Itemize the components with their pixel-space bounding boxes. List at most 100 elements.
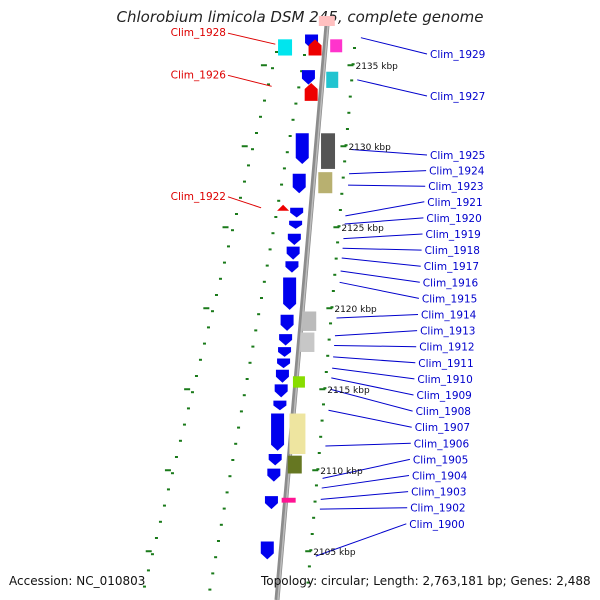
gene-label-plus: Clim_1921 — [427, 197, 482, 209]
leader-line — [341, 257, 421, 267]
tick-dot — [154, 537, 158, 539]
gene-label-plus: Clim_1919 — [426, 229, 481, 241]
gene-label-plus: Clim_1927 — [430, 91, 485, 103]
tick-dot — [341, 176, 345, 179]
gene-label-plus: Clim_1905 — [413, 454, 468, 466]
tick-dot — [242, 394, 246, 397]
leader-line — [345, 201, 425, 217]
tick-dot — [206, 326, 210, 329]
kbp-tick-outer — [222, 226, 229, 229]
tick-dot — [294, 102, 298, 105]
tick-dot — [313, 500, 317, 503]
tick-dot — [288, 135, 292, 137]
gene-label-plus: Clim_1900 — [409, 519, 464, 531]
feature-block — [326, 71, 339, 88]
gene-label-plus: Clim_1906 — [414, 438, 470, 450]
gene-label-plus: Clim_1908 — [416, 406, 471, 418]
kbp-tick — [319, 388, 326, 391]
kbp-tick-outer — [184, 388, 191, 391]
feature-block — [321, 133, 336, 169]
gene-label-plus: Clim_1929 — [430, 49, 485, 61]
tick-dot — [225, 491, 229, 494]
gene-label-plus: Clim_1925 — [430, 150, 485, 162]
plus-strand-gene-arrow — [273, 400, 287, 411]
tick-dot — [331, 290, 335, 292]
leader-line — [227, 74, 272, 87]
plus-strand-gene-arrow — [295, 133, 309, 165]
minus-strand-gene-arrow — [308, 39, 322, 56]
leader-line — [348, 184, 426, 187]
tick-dot — [344, 144, 348, 147]
tick-dot — [170, 472, 174, 475]
tick-dot — [248, 361, 252, 364]
tick-dot — [307, 565, 311, 568]
minus-strand-gene-arrow — [277, 204, 290, 211]
tick-dot — [202, 342, 206, 345]
feature-block — [330, 39, 343, 53]
tick-dot — [340, 192, 344, 195]
gene-label-minus: Clim_1928 — [171, 27, 226, 39]
tick-dot — [333, 273, 337, 276]
feature-block — [287, 455, 302, 474]
tick-dot — [239, 410, 243, 413]
kbp-label: 2130 kbp — [348, 143, 391, 153]
tick-dot — [214, 556, 218, 559]
plus-strand-gene-arrow — [279, 334, 293, 346]
tick-dot — [345, 128, 349, 130]
tick-dot — [330, 306, 334, 309]
leader-line — [349, 170, 427, 175]
tick-marks-layer — [142, 47, 356, 591]
plus-strand-gene-arrow — [275, 369, 289, 383]
plus-strand-gene-arrow — [278, 347, 292, 357]
tick-dot — [214, 294, 218, 296]
tick-dot — [351, 63, 355, 66]
feature-block — [292, 376, 305, 388]
tick-dot — [266, 83, 270, 86]
tick-dot — [246, 164, 250, 167]
feature-block — [318, 172, 333, 194]
labels-layer: 2135 kbp 2130 kbp 2125 kbp 2120 kbp 2115 kbp… — [171, 27, 486, 558]
tick-dot — [190, 391, 194, 394]
leader-line — [342, 247, 422, 251]
tick-dot — [230, 229, 234, 232]
genome-backbone — [274, 19, 330, 600]
tick-dot — [237, 426, 241, 429]
leader-line — [360, 37, 428, 55]
tick-dot — [302, 54, 306, 56]
gene-label-plus: Clim_1912 — [419, 342, 474, 354]
minus-strand-gene-arrow — [304, 83, 318, 101]
tick-dot — [274, 216, 278, 218]
tick-dot — [254, 132, 258, 134]
leader-lines-layer — [227, 32, 428, 557]
kbp-label: 2120 kbp — [334, 305, 377, 315]
gene-label-plus: Clim_1916 — [423, 277, 479, 289]
tick-dot — [280, 183, 284, 186]
tick-dot — [210, 310, 214, 313]
tick-dot — [282, 167, 286, 170]
leader-line — [334, 330, 418, 337]
gene-label-plus: Clim_1914 — [421, 310, 477, 322]
gene-label-minus: Clim_1926 — [171, 69, 227, 81]
gene-label-plus: Clim_1923 — [428, 181, 483, 193]
leader-line — [319, 507, 408, 510]
tick-dot — [211, 572, 215, 575]
tick-dot — [268, 248, 272, 251]
plus-strand-gene-arrow — [260, 541, 274, 560]
plus-strand-gene-arrow — [283, 277, 297, 310]
plus-strand-gene-arrow — [292, 173, 306, 194]
feature-block-partial — [318, 16, 335, 26]
tick-dot — [310, 533, 314, 535]
tick-dot — [348, 95, 352, 98]
plus-strand-gene-arrow — [287, 233, 301, 246]
leader-line — [320, 491, 409, 500]
tick-dot — [218, 277, 222, 280]
gene-label-plus: Clim_1907 — [415, 422, 470, 434]
tick-dot — [291, 118, 295, 121]
tick-dot — [327, 338, 331, 341]
tick-dot — [337, 225, 341, 228]
plus-strand-gene-arrow — [277, 358, 291, 369]
leader-line — [340, 270, 420, 283]
kbp-label: 2135 kbp — [355, 62, 398, 72]
kbp-tick — [333, 226, 340, 229]
tick-dot — [338, 209, 342, 211]
